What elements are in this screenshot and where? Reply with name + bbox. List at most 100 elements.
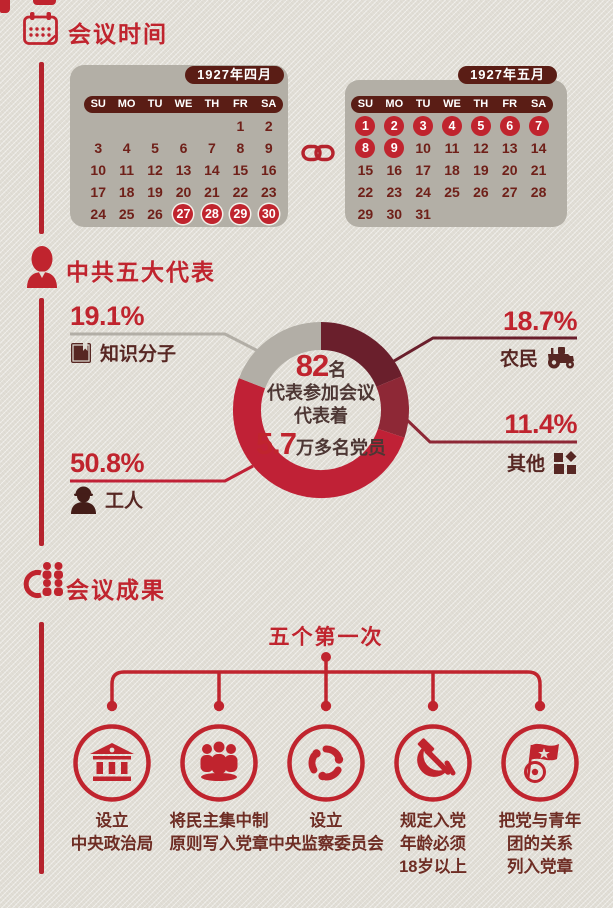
tractor-icon [548,347,574,369]
day-number: 30 [386,206,403,222]
weekday-label: SU [90,98,106,110]
calendar-day-empty [438,203,467,225]
calendar-day: 21 [524,159,553,181]
day-number: 14 [530,140,547,156]
category-workers: 工人 [70,485,143,514]
calendar-day: 4 [112,137,140,159]
chain-link-icon [301,144,335,162]
calendar-day: 12 [141,159,169,181]
calendar-day: 31 [409,203,438,225]
day-number: 18 [118,184,135,200]
day-number: 26 [473,184,489,200]
member-count-line: 5.7万多名党员 [255,426,387,461]
pct-farmers: 18.7% [502,306,578,336]
category-label: 知识分子 [100,344,177,365]
day-number: 1 [236,118,245,134]
outcomes-tree-lines [110,657,542,706]
calendar-day-empty [112,115,140,137]
calendar-day: 7 [198,137,226,159]
weekday-label: MO [385,98,404,110]
weekday-label: TU [415,98,431,110]
calendar-day-empty [169,115,197,137]
calendar-day: 18 [112,181,140,203]
day-number: 21 [204,184,220,200]
day-number: 3 [94,140,103,156]
calendar-day-empty [524,203,553,225]
calendar-month-badge: 1927年四月 [185,66,284,84]
calendar-day: 21 [198,181,226,203]
highlighted-day: 6 [499,116,520,136]
day-number: 25 [118,206,135,222]
day-number: 20 [175,184,192,200]
calendar-icon [23,12,58,45]
day-number: 20 [501,162,518,178]
calendar-day: 29 [226,203,254,225]
day-number: 23 [386,184,403,200]
calendar-day: 16 [380,159,409,181]
calendar-day: 8 [351,137,380,159]
weekday-label: TH [204,98,220,110]
highlighted-day: 30 [258,204,279,224]
calendar-day: 14 [198,159,226,181]
worker-icon [71,486,96,514]
highlighted-day: 2 [384,116,405,136]
calendar-day: 3 [84,137,112,159]
government-building-icon [73,724,151,802]
day-number: 15 [232,162,249,178]
day-number: 15 [357,162,374,178]
calendar-day: 2 [380,115,409,137]
youth-league-flag-icon [501,724,579,802]
calendar-day: 23 [380,181,409,203]
day-number: 9 [264,140,273,156]
highlighted-day: 7 [528,116,549,136]
pct-others: 11.4% [504,409,577,439]
top-left-decoration [0,0,10,13]
day-number: 16 [386,162,403,178]
highlighted-day: 5 [470,116,491,136]
outcome-item-membership-age: 规定入党 年龄必须 18岁以上 [368,721,498,879]
day-number: 16 [260,162,277,178]
calendar-day: 11 [438,137,467,159]
delegates-group-icon [180,724,258,802]
outcome-item-youth-league: 把党与青年 团的关系 列入党章 [475,721,605,879]
calendar-day: 27 [169,203,197,225]
weekday-label: MO [117,98,136,110]
day-number: 27 [501,184,518,200]
calendar-day: 25 [438,181,467,203]
section-title-outcomes: 会议成果 [66,577,166,603]
calendar-day-empty [141,115,169,137]
calendar-day: 22 [351,181,380,203]
day-number: 8 [236,140,245,156]
calendar-day: 23 [255,181,283,203]
weekday-label: SU [357,98,374,110]
outcome-item-politburo: 设立 中央政治局 [47,721,177,856]
highlighted-day: 8 [355,138,376,158]
calendar-day: 13 [169,159,197,181]
donut-center-text: 82名 代表参加会议 代表着 5.7万多名党员 [221,350,421,460]
outcome-label: 设立 中央监察委员会 [268,812,384,853]
calendar-day: 26 [141,203,169,225]
category-farmers: 农民 [500,344,577,371]
calendar-day: 15 [351,159,380,181]
calendar-day: 24 [84,203,112,225]
day-number: 13 [175,162,192,178]
hammer-sickle-icon [394,724,472,802]
calendar-day-empty [198,115,226,137]
calendar-day: 5 [466,115,495,137]
delegate-bust-icon [27,246,57,288]
day-number: 22 [357,184,374,200]
meeting-group-icon [23,562,63,598]
calendar-month-badge: 1927年五月 [458,66,557,84]
day-number: 4 [122,140,131,156]
day-number: 23 [260,184,277,200]
calendar-day: 28 [198,203,226,225]
day-number: 24 [415,184,431,200]
tiles-icon [554,450,577,474]
outcomes-tree-dots [106,652,546,712]
outcome-label: 设立 中央政治局 [70,812,154,853]
outcome-item-democratic-centralism: 将民主集中制 原则写入党章 [154,721,284,856]
calendar-day: 6 [495,115,524,137]
calendar-day-empty [466,203,495,225]
calendar-day: 10 [409,137,438,159]
